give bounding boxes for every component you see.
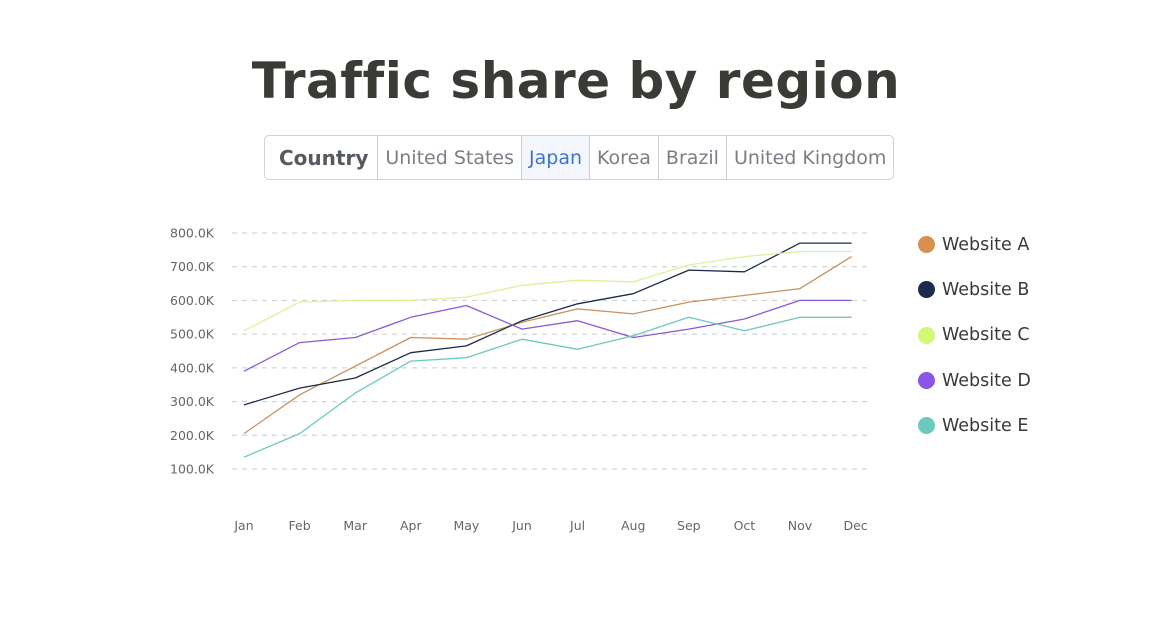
legend-item[interactable]: Website B: [918, 267, 1031, 312]
x-tick-label: Jul: [569, 518, 585, 533]
series-line: [243, 250, 852, 332]
series-line: [243, 316, 852, 458]
x-tick-label: Feb: [289, 518, 311, 533]
y-tick-label: 700.0K: [170, 259, 215, 274]
x-tick-label: May: [453, 518, 479, 533]
chart-legend: Website A Website B Website C Website D Webs…: [918, 222, 1031, 448]
series-line: [243, 256, 852, 435]
legend-item[interactable]: Website E: [918, 403, 1031, 448]
tab-united-kingdom[interactable]: United Kingdom: [725, 136, 894, 179]
legend-swatch: [918, 372, 935, 390]
tab-japan[interactable]: Japan: [521, 136, 590, 179]
legend-label: Website C: [942, 325, 1030, 346]
x-tick-label: Jan: [233, 518, 253, 533]
legend-swatch: [918, 236, 935, 254]
x-tick-label: Mar: [343, 518, 367, 533]
tab-country-header: Country: [279, 145, 369, 170]
tab-brazil[interactable]: Brazil: [657, 136, 726, 179]
legend-item[interactable]: Website A: [918, 222, 1031, 267]
legend-label: Website A: [942, 234, 1030, 255]
tab-united-states[interactable]: United States: [377, 136, 521, 179]
y-tick-label: 400.0K: [170, 360, 215, 375]
region-tab-bar: Country United States Japan Korea Brazil…: [264, 135, 895, 180]
y-tick-label: 300.0K: [170, 394, 215, 409]
x-tick-label: Jun: [511, 518, 532, 533]
legend-item[interactable]: Website D: [918, 358, 1031, 403]
y-tick-label: 800.0K: [170, 226, 215, 241]
x-tick-label: Oct: [734, 518, 756, 533]
y-tick-label: 100.0K: [170, 462, 215, 477]
y-tick-label: 200.0K: [170, 428, 215, 443]
series-line: [243, 242, 852, 406]
series-line: [243, 299, 852, 372]
legend-label: Website D: [942, 370, 1031, 391]
x-tick-label: Sep: [677, 518, 701, 533]
y-tick-label: 500.0K: [170, 327, 215, 342]
x-tick-label: Apr: [400, 518, 422, 533]
legend-label: Website E: [942, 415, 1029, 436]
legend-swatch: [918, 281, 935, 299]
legend-swatch: [918, 417, 935, 435]
legend-label: Website B: [942, 279, 1030, 300]
tab-korea[interactable]: Korea: [589, 136, 658, 179]
y-tick-label: 600.0K: [170, 293, 215, 308]
x-tick-label: Dec: [843, 518, 867, 533]
x-tick-label: Aug: [621, 518, 645, 533]
legend-item[interactable]: Website C: [918, 313, 1031, 358]
x-tick-label: Nov: [788, 518, 813, 533]
legend-swatch: [918, 326, 935, 344]
chart-title: Traffic share by region: [251, 52, 901, 110]
